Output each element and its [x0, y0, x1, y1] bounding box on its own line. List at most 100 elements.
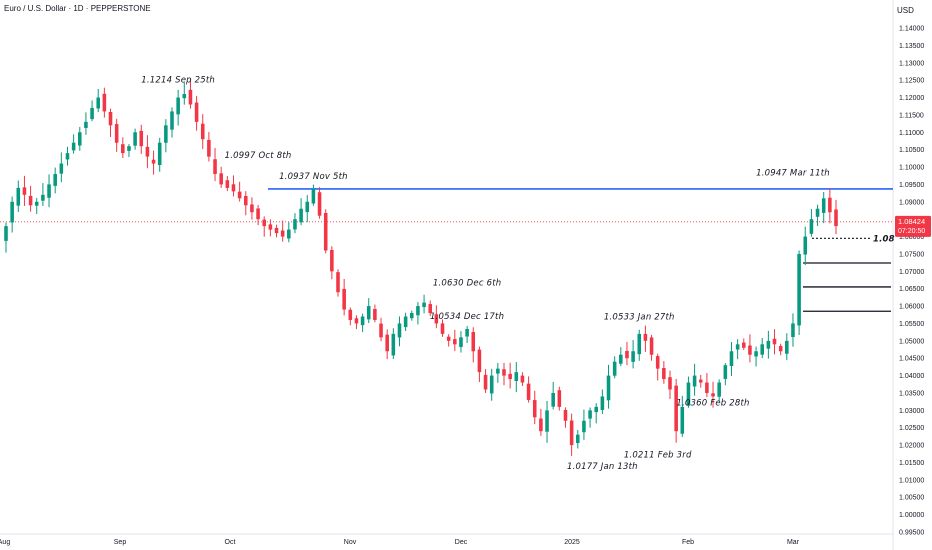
y-tick-label: 1.13500: [899, 43, 924, 50]
candle-body: [71, 142, 76, 151]
candle-body: [305, 201, 310, 213]
y-tick-label: 1.05500: [899, 321, 924, 328]
currency-label[interactable]: USD: [897, 6, 914, 15]
candle-body: [705, 382, 709, 393]
y-tick-label: 0.99500: [899, 530, 924, 537]
candle-body: [342, 288, 346, 310]
candle-body: [243, 195, 248, 206]
candle-body: [366, 306, 371, 320]
candle-body: [188, 89, 193, 105]
candle-body: [77, 132, 82, 146]
x-tick-label: Sep: [114, 539, 127, 546]
annotation-label: 1.0937 Nov 5th: [279, 172, 348, 182]
candle-body: [127, 146, 131, 151]
symbol-title: Euro / U.S. Dollar · 1D · PEPPERSTONE: [4, 4, 151, 13]
candle-body: [754, 351, 758, 357]
candle-body: [575, 434, 580, 444]
candle-body: [336, 272, 340, 293]
candle-body: [373, 308, 377, 320]
candle-body: [121, 144, 125, 154]
annotation-label: 1.0533 Jan 27th: [604, 312, 675, 322]
candle-body: [520, 375, 525, 383]
candle-body: [717, 382, 721, 397]
candle-body: [28, 195, 33, 206]
candle-body: [274, 227, 279, 234]
candle-body: [311, 188, 316, 204]
candle-body: [502, 369, 506, 376]
y-tick-label: 1.10500: [899, 147, 924, 154]
candle-body: [157, 142, 162, 166]
y-tick-label: 1.03000: [899, 408, 924, 415]
candle-body: [828, 197, 832, 213]
x-tick-label: Mar: [787, 539, 800, 546]
candle-body: [637, 333, 642, 355]
annotation-label: 1.0211 Feb 3rd: [624, 450, 692, 460]
candle-body: [422, 302, 426, 308]
annotation-label: 1.0630 Dec 6th: [433, 279, 502, 289]
candle-body: [34, 201, 39, 206]
candle-body: [821, 198, 826, 213]
y-tick-label: 1.00000: [899, 512, 924, 519]
candle-body: [16, 187, 21, 206]
candle-body: [84, 121, 88, 128]
y-tick-label: 1.11500: [899, 112, 924, 119]
candle-body: [748, 345, 752, 355]
candle-body: [631, 351, 635, 362]
candle-body: [643, 333, 648, 341]
candle-body: [772, 338, 777, 345]
candle-body: [785, 340, 789, 354]
candle-body: [145, 146, 150, 157]
y-tick-label: 1.00500: [899, 495, 924, 502]
candle-body: [182, 94, 187, 99]
candle-body: [53, 173, 57, 186]
candle-body: [10, 201, 14, 223]
candle-body: [551, 392, 555, 407]
candle-body: [213, 159, 217, 174]
candle-body: [225, 180, 230, 188]
candle-body: [778, 345, 783, 352]
candle-body: [440, 323, 445, 334]
x-tick-label: Aug: [0, 539, 10, 546]
y-tick-label: 1.01000: [899, 477, 924, 484]
annotation-label: 1.0360 Feb 28th: [676, 398, 749, 408]
candle-body: [453, 339, 457, 345]
candle-body: [268, 224, 273, 230]
candle-body: [237, 191, 242, 199]
candle-body: [594, 406, 599, 413]
candle-body: [200, 123, 205, 140]
candle-body: [625, 350, 629, 359]
candle-body: [760, 344, 765, 355]
candle-body: [403, 316, 408, 328]
annotation-label: 1.0534 Dec 17th: [430, 312, 504, 322]
price-axis[interactable]: 1.14000 1.13500 1.13000 1.12500 1.12000 1.115…: [892, 0, 924, 550]
time-axis[interactable]: Aug Sep Oct Nov Dec 2025 Feb Mar: [0, 533, 893, 546]
candle-body: [391, 333, 396, 356]
candle-body: [815, 208, 820, 217]
candle-body: [41, 194, 45, 201]
annotation-label: 1.0177 Jan 13th: [567, 462, 638, 472]
candle-body: [483, 374, 488, 390]
candle-body: [22, 187, 27, 195]
candle-body: [317, 192, 322, 216]
candle-body: [176, 97, 180, 115]
candle-body: [508, 373, 512, 380]
candle-body: [803, 236, 808, 255]
candle-body: [96, 97, 101, 109]
candle-body: [348, 309, 353, 320]
annotation-label: 1.0997 Oct 8th: [225, 151, 292, 161]
candle-body: [256, 208, 260, 220]
x-tick-label: Dec: [455, 539, 468, 546]
candle-body: [674, 385, 678, 432]
y-tick-label: 1.05000: [899, 338, 924, 345]
y-tick-label: 1.06000: [899, 304, 924, 311]
candle-body: [545, 410, 549, 432]
candle-body: [619, 354, 623, 364]
candle-body: [797, 253, 801, 326]
candle-body: [735, 344, 740, 350]
candle-body: [299, 208, 303, 223]
candle-body: [477, 349, 482, 373]
candle-body: [711, 393, 715, 397]
candle-body: [231, 184, 236, 192]
candle-body: [102, 93, 107, 112]
